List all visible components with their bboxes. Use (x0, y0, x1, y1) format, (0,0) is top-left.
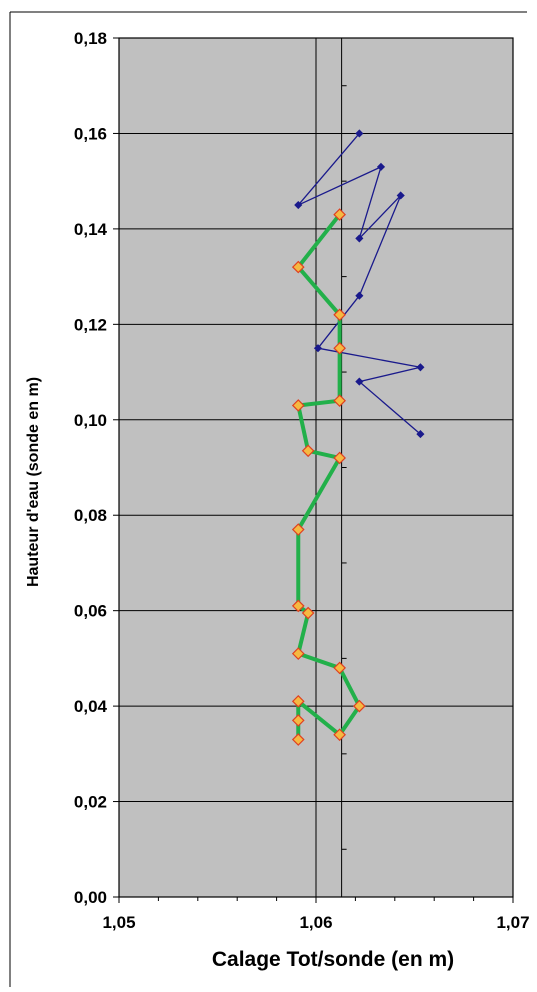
series-1-point (313, 344, 323, 353)
series-1-point (355, 291, 364, 300)
series-2-point (301, 444, 315, 458)
y-tick-label: 0,16 (74, 124, 107, 143)
y-tick-label: 0,00 (74, 888, 107, 907)
series-2-point (291, 714, 305, 727)
x-axis-title: Calage Tot/sonde (en m) (212, 948, 454, 971)
y-tick-label: 0,06 (74, 602, 107, 621)
series-2-point (333, 728, 346, 742)
y-tick-label: 0,02 (74, 793, 107, 812)
series-2-point (291, 694, 305, 708)
y-axis-title: Hauteur d'eau (sonde en m) (25, 377, 42, 587)
y-tick-label: 0,14 (74, 220, 108, 239)
series-1-point (376, 162, 386, 171)
series-2-point (291, 523, 305, 536)
series-2-point (333, 394, 346, 408)
y-tick-label: 0,08 (74, 506, 107, 525)
y-tick-label: 0,10 (74, 411, 107, 430)
y-tick-label: 0,18 (74, 29, 107, 48)
series-2-point (301, 606, 315, 620)
series-2-point (333, 341, 346, 355)
series-2-point (352, 699, 366, 713)
series-2-point (333, 451, 346, 465)
series-1-line (297, 133, 422, 435)
series-1-point (396, 191, 405, 200)
y-tick-label: 0,12 (74, 315, 107, 334)
series-1-point (355, 377, 364, 386)
series-1-point (416, 363, 425, 372)
y-tick-label: 0,04 (74, 697, 108, 716)
series-2-point (291, 733, 305, 746)
series-2-point (291, 260, 305, 274)
series-1-point (416, 430, 425, 439)
plot-layer: 0,00 0,02 0,04 0,06 0,08 0,10 0,12 0,14 0,16 0,18… (9, 11, 530, 987)
series-2-point (291, 647, 305, 660)
series-2-point (291, 599, 305, 613)
series-1-point (355, 129, 364, 138)
series-2-point (333, 208, 346, 221)
series-2-point (333, 308, 346, 322)
x-tick-label: 1,06 (299, 913, 332, 932)
series-1-point (355, 234, 364, 243)
x-tick-label: 1,07 (496, 913, 529, 932)
series-2-point (333, 661, 346, 675)
series-1-point (294, 200, 303, 210)
x-tick-label: 1,05 (102, 913, 135, 932)
series-2-point (291, 399, 305, 412)
